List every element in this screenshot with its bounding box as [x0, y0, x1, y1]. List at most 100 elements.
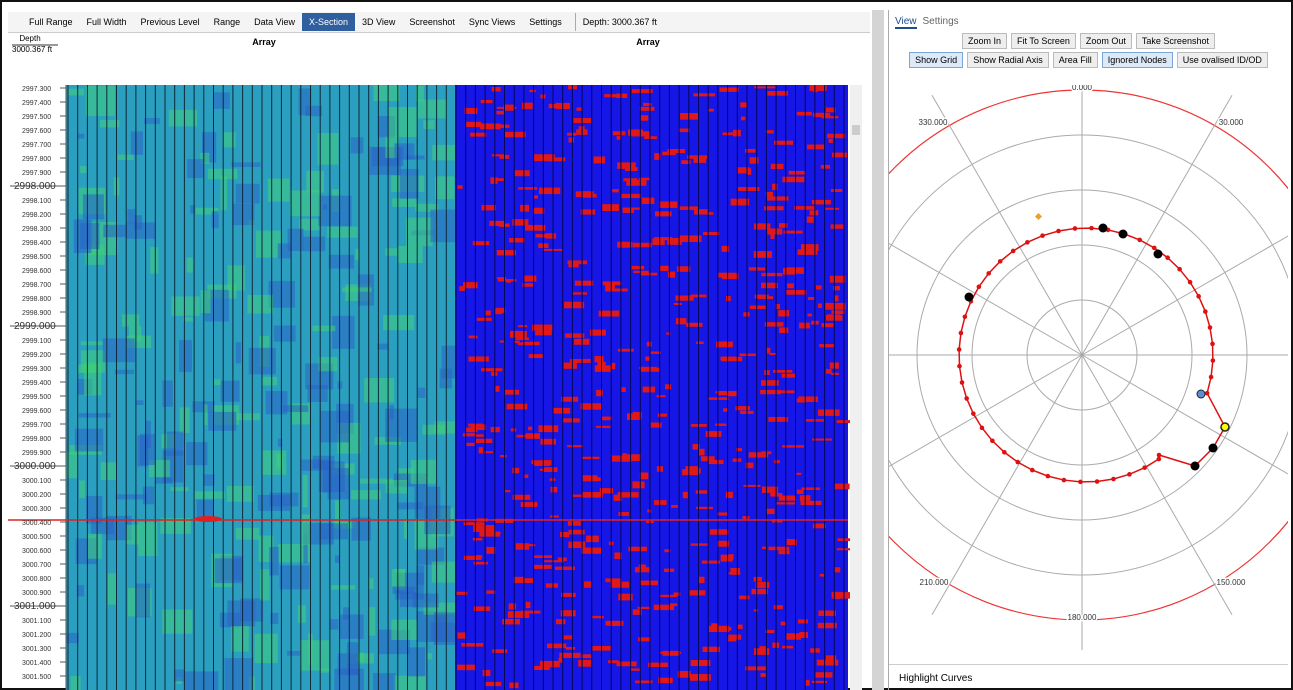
cell [568, 521, 581, 526]
cell [618, 512, 628, 516]
cell [658, 414, 667, 417]
cell [745, 666, 766, 670]
footer[interactable]: Highlight Curves [889, 664, 1288, 690]
cell [750, 306, 766, 310]
cell [739, 596, 749, 600]
cell [754, 577, 762, 582]
cell [393, 586, 416, 593]
cell [136, 584, 150, 618]
cell [169, 110, 198, 127]
button-row: Show GridShow Radial AxisArea FillIgnore… [889, 52, 1288, 68]
cell [643, 387, 655, 393]
tab[interactable]: View [895, 16, 917, 29]
cell [693, 93, 715, 96]
cell [534, 666, 550, 670]
splitter[interactable] [872, 10, 884, 690]
cell [611, 582, 630, 588]
cell [774, 605, 783, 609]
cell [477, 318, 492, 321]
cell [299, 219, 320, 231]
radial-line [1082, 205, 1288, 355]
button[interactable]: Zoom Out [1080, 33, 1132, 49]
cell [654, 500, 667, 505]
cell [683, 492, 688, 498]
cell [632, 481, 644, 488]
cell [703, 232, 719, 235]
cell [665, 384, 671, 389]
cell [303, 475, 308, 507]
cell [469, 336, 478, 339]
cell [492, 154, 505, 156]
cell [561, 397, 578, 402]
button[interactable]: Take Screenshot [1136, 33, 1215, 49]
depth-label: 3001.500 [22, 674, 51, 681]
cell [340, 614, 364, 638]
button[interactable]: Show Radial Axis [967, 52, 1049, 68]
angle-label: 330.000 [919, 118, 948, 127]
cell [581, 654, 591, 658]
toolbar-button[interactable]: X-Section [302, 13, 355, 31]
cell [512, 468, 519, 473]
node [1208, 325, 1213, 330]
node [1011, 249, 1016, 254]
angle-label: 30.000 [1219, 118, 1244, 127]
toolbar-button[interactable]: Sync Views [462, 13, 522, 31]
cell [386, 480, 408, 494]
button[interactable]: Fit To Screen [1011, 33, 1076, 49]
depth-label: 3000.100 [22, 478, 51, 485]
cell [641, 273, 657, 276]
cell [771, 164, 784, 169]
toolbar-button[interactable]: Full Range [22, 13, 80, 31]
cell [711, 623, 718, 627]
cell [699, 577, 705, 583]
cell [639, 564, 646, 568]
cell [550, 515, 559, 517]
cell [457, 632, 466, 638]
toolbar-button[interactable]: Previous Level [134, 13, 207, 31]
cell [595, 365, 612, 372]
radial-line [889, 205, 1082, 355]
depth-label: 2998.200 [22, 212, 51, 219]
cell [717, 512, 728, 515]
node [977, 284, 982, 289]
cell [825, 208, 839, 210]
cell [659, 201, 678, 208]
cell [280, 565, 310, 589]
toolbar-button[interactable]: Range [207, 13, 248, 31]
cell [612, 189, 619, 192]
cell [645, 356, 649, 360]
cell [481, 205, 496, 211]
cell [84, 362, 101, 395]
toolbar-button[interactable]: Data View [247, 13, 302, 31]
toolbar-button[interactable]: Settings [522, 13, 569, 31]
tab[interactable]: Settings [923, 16, 959, 29]
button[interactable]: Zoom In [962, 33, 1007, 49]
scroll-thumb [852, 125, 860, 135]
toolbar-button[interactable]: Screenshot [402, 13, 462, 31]
button[interactable]: Ignored Nodes [1102, 52, 1173, 68]
node [1002, 450, 1007, 455]
toolbar-button[interactable]: Full Width [80, 13, 134, 31]
cell [236, 528, 259, 540]
button[interactable]: Show Grid [909, 52, 963, 68]
button[interactable]: Use ovalised ID/OD [1177, 52, 1268, 68]
cell [504, 390, 519, 395]
depth-label: 2998.500 [22, 254, 51, 261]
cell [117, 155, 133, 160]
cell [143, 487, 154, 505]
radial-line [889, 355, 1082, 505]
cell [150, 247, 158, 274]
toolbar-button[interactable]: 3D View [355, 13, 402, 31]
node [1196, 294, 1201, 299]
depth-readout: Depth: 3000.367 ft [575, 13, 664, 31]
cell [801, 501, 822, 505]
cell [171, 487, 189, 491]
cell [255, 634, 278, 663]
depth-label: 3000.000 [14, 461, 56, 472]
depth-label: 3000.300 [22, 506, 51, 513]
cell [473, 525, 495, 532]
depth-label: 2997.400 [22, 100, 51, 107]
button[interactable]: Area Fill [1053, 52, 1098, 68]
cell [473, 538, 483, 541]
depth-label: 2999.400 [22, 380, 51, 387]
